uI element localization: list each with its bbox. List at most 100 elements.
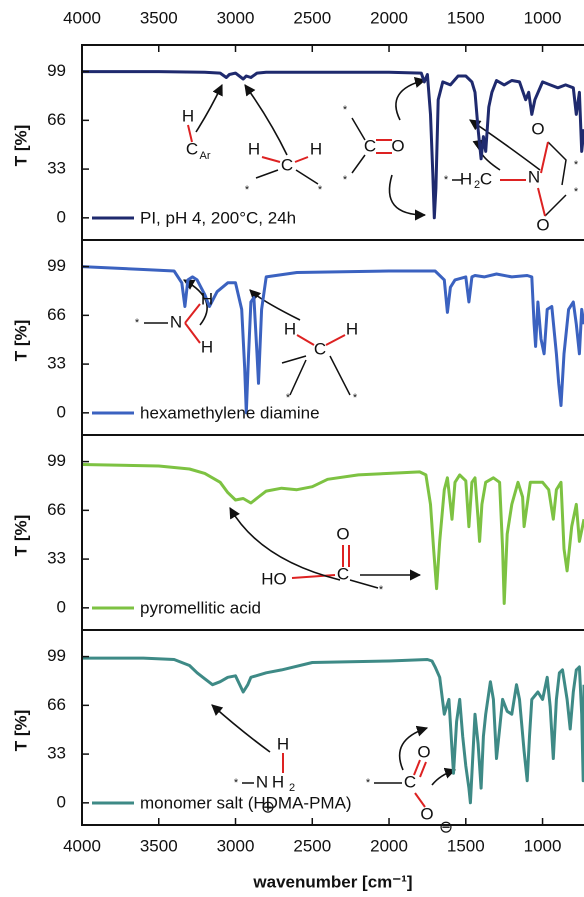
annotation-arrow xyxy=(395,77,427,121)
y-tick-label: 0 xyxy=(57,402,66,421)
structure-label: * xyxy=(318,184,323,196)
structure-bond xyxy=(144,322,351,396)
spectrum-line xyxy=(82,265,584,415)
structure-label: O xyxy=(536,215,549,234)
structure-bond xyxy=(294,156,309,163)
structure-label: H xyxy=(277,734,289,753)
structure-label: Ar xyxy=(200,150,211,162)
y-axis-label: T [%] xyxy=(11,125,30,167)
x-tick-label: 3000 xyxy=(217,8,255,27)
x-tick-label: 1000 xyxy=(524,8,562,27)
x-tick-label: 2000 xyxy=(370,836,408,855)
y-tick-label: 66 xyxy=(47,305,66,324)
annotation-arrow xyxy=(229,507,341,581)
y-tick-label: 99 xyxy=(47,61,66,80)
structure-label: O xyxy=(336,524,349,543)
annotation-arrow xyxy=(195,83,223,133)
structure-label: * xyxy=(574,186,579,198)
structure-bond xyxy=(255,117,366,185)
structure-label: * xyxy=(343,174,348,186)
spectrum-line xyxy=(82,656,584,805)
structure-label: H xyxy=(248,139,260,158)
structure-label: 2 xyxy=(289,782,295,794)
x-tick-label: 2500 xyxy=(293,836,331,855)
structure-bond xyxy=(349,579,379,589)
y-tick-label: 0 xyxy=(57,792,66,811)
legend-label: monomer salt (HDMA-PMA) xyxy=(140,793,352,812)
annotation-arrow xyxy=(388,174,427,221)
legend-label: PI, pH 4, 200°C, 24h xyxy=(140,208,296,227)
structure-label: C xyxy=(186,139,198,158)
spectrum-line xyxy=(82,70,584,220)
structure-bond xyxy=(376,139,392,154)
x-tick-label: 3500 xyxy=(140,836,178,855)
y-axis-label: T [%] xyxy=(11,515,30,557)
spectrum-line xyxy=(82,463,584,605)
structure-label: N xyxy=(528,167,540,186)
panel-frame xyxy=(81,629,584,826)
y-tick-label: 99 xyxy=(47,451,66,470)
structure-label: * xyxy=(343,104,348,116)
annotation-arrow xyxy=(469,119,541,171)
structure-label: O xyxy=(420,804,433,823)
y-tick-label: 0 xyxy=(57,597,66,616)
x-tick-label: 3500 xyxy=(140,8,178,27)
y-axis-label: T [%] xyxy=(11,320,30,362)
structure-label: H xyxy=(182,106,194,125)
structure-bond xyxy=(413,759,427,778)
structure-bond xyxy=(342,545,350,567)
structure-label: * xyxy=(366,777,371,789)
legend-label: pyromellitic acid xyxy=(140,598,261,617)
x-tick-label: 1500 xyxy=(447,836,485,855)
y-tick-label: 33 xyxy=(47,549,66,568)
structure-label: H xyxy=(272,772,284,791)
structure-label: * xyxy=(234,777,239,789)
y-tick-label: 33 xyxy=(47,744,66,763)
structure-label: H xyxy=(201,337,213,356)
structure-label: H xyxy=(310,139,322,158)
structure-label: * xyxy=(286,392,291,404)
x-tick-label: 1000 xyxy=(524,836,562,855)
structure-label: O xyxy=(417,742,430,761)
y-tick-label: 66 xyxy=(47,110,66,129)
y-tick-label: 33 xyxy=(47,159,66,178)
annotation-arrow xyxy=(398,725,429,771)
y-tick-label: 0 xyxy=(57,207,66,226)
x-tick-label: 2500 xyxy=(293,8,331,27)
structure-label: C xyxy=(404,772,416,791)
structure-bond xyxy=(414,792,426,808)
structure-label: * xyxy=(379,584,384,596)
x-tick-label: 2000 xyxy=(370,8,408,27)
structure-bond xyxy=(184,303,201,344)
structure-label: C xyxy=(480,169,492,188)
structure-label: * xyxy=(135,317,140,329)
x-tick-label: 1500 xyxy=(447,8,485,27)
y-tick-label: 99 xyxy=(47,256,66,275)
structure-label: H xyxy=(460,169,472,188)
structure-label: * xyxy=(574,159,579,171)
structure-label: O xyxy=(531,119,544,138)
structure-label: ⊖ xyxy=(439,817,453,836)
y-axis-label: T [%] xyxy=(11,710,30,752)
x-tick-label: 3000 xyxy=(217,836,255,855)
annotation-arrow xyxy=(431,767,457,786)
structure-label: H xyxy=(284,319,296,338)
annotation-arrow xyxy=(244,84,288,156)
x-tick-label: 4000 xyxy=(63,8,101,27)
legend-label: hexamethylene diamine xyxy=(140,403,320,422)
structure-label: H xyxy=(201,289,213,308)
structure-bond xyxy=(296,334,346,346)
structure-bond xyxy=(452,141,567,217)
structure-label: * xyxy=(353,392,358,404)
plot-lines xyxy=(82,70,584,805)
y-tick-label: 66 xyxy=(47,500,66,519)
structure-label: HO xyxy=(261,569,287,588)
x-axis-label: wavenumber [cm⁻¹] xyxy=(252,872,412,891)
annotation-arrow xyxy=(249,289,301,321)
structure-bond xyxy=(291,574,336,579)
y-tick-label: 33 xyxy=(47,354,66,373)
structure-label: O xyxy=(391,136,404,155)
y-tick-label: 99 xyxy=(47,646,66,665)
structure-bond xyxy=(537,141,549,217)
